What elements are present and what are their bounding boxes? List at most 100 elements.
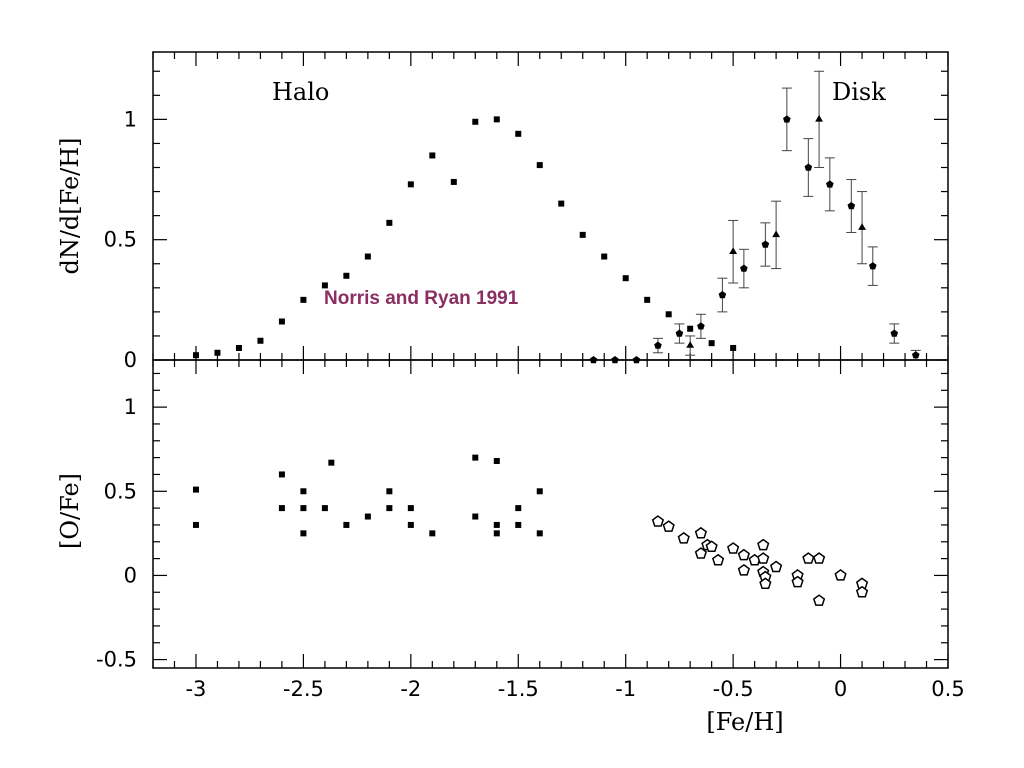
x-tick-label: 0.5 <box>931 677 964 701</box>
data-point-triangle <box>815 114 823 122</box>
bottom-x-ticks: -3 -2.5 -2 -1.5 -1 -0.5 0 0.5 <box>152 360 965 701</box>
data-point-square <box>708 340 715 347</box>
data-point-open-pentagon <box>711 553 725 566</box>
data-point-pentagon <box>868 262 877 270</box>
data-point-square <box>364 513 371 520</box>
data-point-pentagon <box>890 329 899 337</box>
data-point-square <box>558 200 565 207</box>
top-y-axis-label: dN/d[Fe/H] <box>56 137 84 274</box>
data-point-open-pentagon <box>694 547 708 559</box>
x-tick-label: -2.5 <box>283 677 324 701</box>
data-point-square <box>536 162 543 169</box>
halo-label: Halo <box>272 78 329 106</box>
data-point-square <box>321 282 328 289</box>
data-point-square <box>579 231 586 238</box>
x-tick-label: -1.5 <box>498 677 539 701</box>
data-point-pentagon <box>783 115 791 123</box>
data-point-square <box>536 488 543 495</box>
top-y-ticks: 00.51 <box>104 70 948 372</box>
data-point-open-pentagon <box>737 563 750 576</box>
data-point-square <box>687 325 694 332</box>
data-point-square <box>407 505 414 512</box>
data-point-square <box>328 459 335 466</box>
data-point-square <box>278 471 285 478</box>
data-point-open-pentagon <box>677 531 690 544</box>
data-point-open-pentagon <box>855 585 869 598</box>
data-point-pentagon <box>847 202 856 210</box>
data-point-open-pentagon <box>727 542 740 554</box>
data-point-open-pentagon <box>737 548 750 561</box>
data-point-square <box>429 530 436 537</box>
data-point-square <box>300 296 307 303</box>
x-tick-label: -2 <box>400 677 421 701</box>
data-point-square <box>278 505 285 512</box>
data-point-square <box>493 521 500 528</box>
data-point-square <box>493 116 500 123</box>
data-point-square <box>450 178 457 185</box>
data-point-square <box>493 457 500 464</box>
data-point-open-pentagon <box>651 515 665 527</box>
y-tick-label: 0.5 <box>104 479 137 503</box>
data-point-open-pentagon <box>759 577 772 590</box>
top-panel: 00.51 Halo Disk Norris and Ryan 1991 dN/… <box>56 51 949 372</box>
data-point-square <box>472 118 479 125</box>
data-point-square <box>343 272 350 279</box>
data-point-square <box>644 296 651 303</box>
data-point-square <box>665 311 672 318</box>
x-tick-label: -1 <box>615 677 636 701</box>
data-point-square <box>192 486 199 493</box>
data-point-square <box>407 521 414 528</box>
annotation-norris-ryan: Norris and Ryan 1991 <box>324 288 519 309</box>
y-tick-label: -0.5 <box>96 648 137 672</box>
data-point-open-pentagon <box>812 594 826 606</box>
y-tick-label: 1 <box>124 107 137 131</box>
data-point-open-pentagon <box>662 520 675 532</box>
disk-label: Disk <box>832 78 886 106</box>
data-point-square <box>300 530 307 537</box>
top-x-ticks <box>152 52 949 360</box>
data-point-triangle <box>729 247 738 254</box>
top-data-points <box>192 70 921 364</box>
bottom-y-ticks: -0.5 0 0.5 1 <box>96 372 948 672</box>
data-point-square <box>601 253 608 260</box>
data-point-square <box>536 530 543 537</box>
y-tick-label: 0 <box>124 563 137 587</box>
data-point-square <box>257 337 264 344</box>
data-point-square <box>192 521 199 528</box>
data-point-open-pentagon <box>694 526 708 539</box>
y-tick-label: 1 <box>124 395 137 419</box>
data-point-square <box>386 505 393 512</box>
data-point-square <box>515 521 522 528</box>
data-point-open-pentagon <box>705 540 718 553</box>
bottom-panel-frame <box>152 359 949 669</box>
data-point-square <box>472 454 479 461</box>
data-point-pentagon <box>654 341 662 349</box>
data-point-square <box>321 505 328 512</box>
data-point-square <box>493 530 500 537</box>
y-tick-label: 0 <box>124 348 137 372</box>
data-point-open-pentagon <box>757 552 770 564</box>
data-point-pentagon <box>675 329 684 337</box>
data-point-square <box>472 513 479 520</box>
data-point-open-pentagon <box>769 560 783 573</box>
data-point-pentagon <box>697 322 705 330</box>
bottom-panel: -0.500.51 -3 -2.5 -2 -1.5 -1 -0.5 0 0.5 [O/Fe] … <box>56 359 965 736</box>
data-point-pentagon <box>804 163 813 171</box>
data-point-square <box>192 352 199 359</box>
data-point-square <box>730 344 737 351</box>
bottom-y-axis-label: [O/Fe] <box>56 473 84 549</box>
data-point-pentagon <box>911 351 920 359</box>
data-point-square <box>343 521 350 528</box>
x-tick-label: 0 <box>834 677 847 701</box>
data-point-square <box>407 181 414 188</box>
data-point-square <box>515 130 522 137</box>
data-point-open-pentagon <box>757 538 770 551</box>
data-point-open-pentagon <box>802 552 815 564</box>
data-point-square <box>429 152 436 159</box>
data-point-square <box>386 488 393 495</box>
x-axis-label: [Fe/H] <box>706 708 783 736</box>
data-point-pentagon <box>826 180 834 188</box>
data-point-square <box>235 344 242 351</box>
data-point-square <box>515 505 522 512</box>
